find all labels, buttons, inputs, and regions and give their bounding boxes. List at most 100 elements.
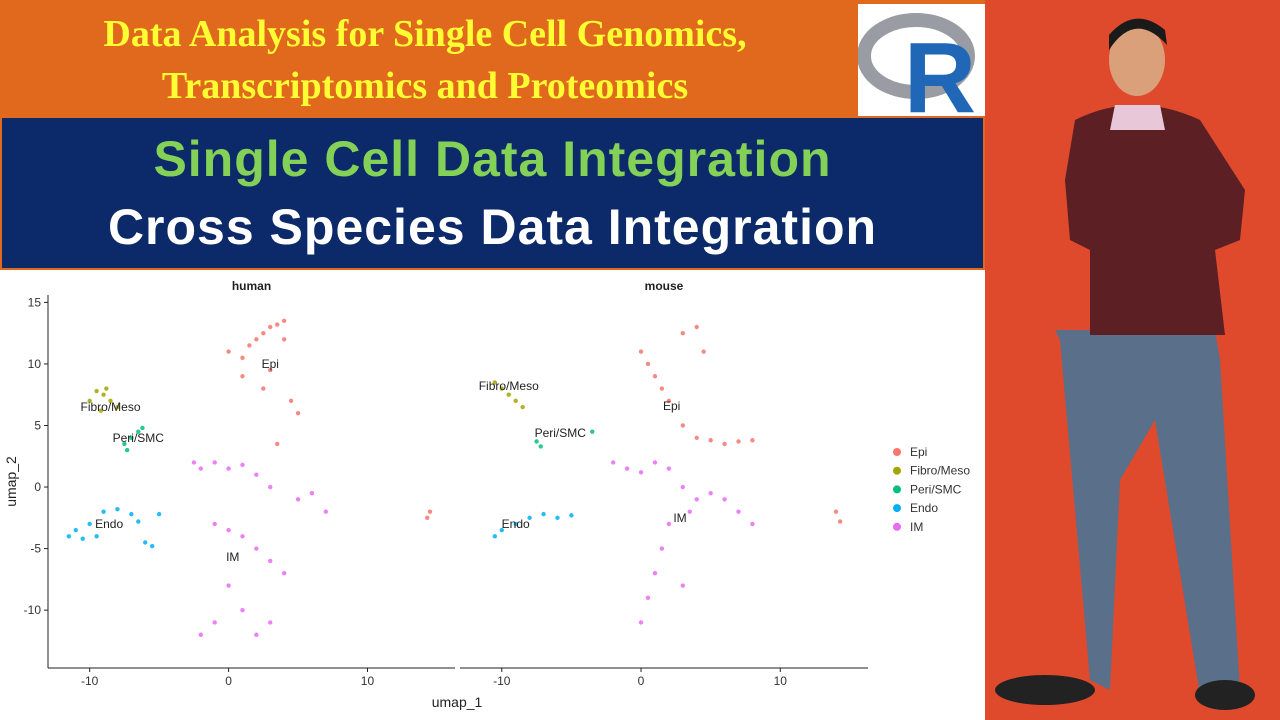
- cluster-label: Fibro/Meso: [80, 400, 140, 414]
- r-logo: R: [858, 4, 985, 116]
- cell-point: [680, 330, 685, 336]
- cell-point: [652, 374, 658, 379]
- cell-point: [254, 337, 259, 342]
- cell-point: [638, 470, 644, 475]
- cell-point: [538, 444, 543, 449]
- r-letter: R: [904, 22, 976, 116]
- legend-label: IM: [910, 520, 923, 534]
- cell-point: [261, 386, 266, 391]
- cell-point: [247, 343, 252, 348]
- cell-point: [666, 521, 672, 527]
- cell-point: [240, 355, 245, 360]
- cell-point: [136, 519, 141, 524]
- cell-point: [212, 460, 217, 465]
- cell-point: [66, 534, 72, 539]
- cell-point: [240, 534, 245, 539]
- cell-point: [750, 521, 755, 527]
- x-tick-label: -10: [493, 674, 511, 688]
- legend-swatch: [893, 522, 901, 531]
- cell-point: [701, 349, 706, 354]
- y-tick-label: 15: [28, 295, 42, 309]
- cell-point: [94, 534, 99, 539]
- banner-subtitle: Cross Species Data Integration: [107, 199, 878, 255]
- cell-point: [492, 534, 498, 539]
- legend-swatch: [893, 448, 901, 456]
- cell-point: [527, 515, 532, 521]
- cell-point: [122, 441, 127, 447]
- y-tick-label: -5: [30, 542, 41, 556]
- presenter: [995, 18, 1255, 710]
- cell-point: [659, 546, 665, 551]
- facet-title: human: [232, 279, 271, 293]
- cell-point: [136, 429, 141, 434]
- cell-point: [73, 527, 78, 533]
- cell-point: [254, 632, 259, 637]
- cell-point: [638, 349, 644, 354]
- x-tick-label: 0: [225, 674, 232, 688]
- cluster-label: IM: [673, 511, 686, 525]
- x-tick-label: 0: [638, 674, 645, 688]
- legend-swatch: [893, 504, 901, 513]
- cell-point: [226, 527, 231, 533]
- cell-point: [104, 386, 109, 391]
- cell-point: [98, 408, 103, 413]
- cell-point: [694, 324, 699, 330]
- cell-point: [506, 392, 511, 397]
- y-tick-label: 5: [34, 418, 41, 432]
- cell-point: [425, 515, 430, 521]
- x-tick-label: -10: [81, 674, 99, 688]
- facet-title: mouse: [645, 279, 684, 293]
- cell-point: [129, 435, 134, 440]
- cell-point: [240, 462, 245, 468]
- cell-point: [108, 398, 113, 404]
- cell-point: [708, 438, 713, 443]
- cell-point: [541, 511, 546, 517]
- cell-point: [212, 620, 217, 625]
- cell-point: [722, 441, 727, 447]
- cell-point: [254, 472, 259, 477]
- cell-point: [240, 607, 245, 613]
- cell-point: [722, 497, 727, 502]
- cell-point: [624, 466, 630, 471]
- cluster-label: Fibro/Meso: [479, 379, 539, 393]
- cell-point: [569, 513, 574, 518]
- cell-point: [274, 441, 280, 447]
- cell-point: [309, 490, 315, 496]
- cell-point: [534, 439, 539, 444]
- umap-chart: human -10 0 10 Epi Fibro/Meso Peri/SMC Endo IM mo…: [3, 279, 970, 710]
- cluster-label: Endo: [95, 517, 123, 531]
- cell-point: [513, 398, 518, 404]
- cell-point: [156, 511, 162, 517]
- cell-point: [198, 632, 203, 637]
- cell-point: [610, 460, 616, 465]
- header-title: Data Analysis for Single Cell Genomics,: [103, 13, 747, 55]
- cell-point: [680, 583, 685, 588]
- cell-point: [750, 438, 755, 443]
- cell-point: [149, 543, 155, 549]
- cell-point: [281, 571, 287, 576]
- cell-point: [652, 460, 658, 465]
- cell-point: [323, 509, 329, 514]
- cell-point: [652, 571, 658, 576]
- x-tick-label: 10: [361, 674, 375, 688]
- cell-point: [80, 536, 85, 541]
- cell-point: [427, 509, 433, 514]
- cluster-label: IM: [226, 550, 239, 564]
- cell-point: [638, 620, 644, 625]
- legend-swatch: [893, 466, 901, 475]
- cell-point: [645, 361, 651, 367]
- cell-point: [833, 509, 839, 514]
- cell-point: [268, 620, 273, 625]
- cell-point: [226, 466, 231, 471]
- cluster-label: Peri/SMC: [535, 426, 587, 440]
- cluster-label: Peri/SMC: [113, 431, 165, 445]
- x-axis-title: umap_1: [432, 694, 483, 710]
- cell-point: [708, 490, 713, 496]
- cell-point: [520, 404, 525, 410]
- cell-point: [240, 374, 245, 379]
- x-tick-label: 10: [774, 674, 788, 688]
- cluster-label: Epi: [262, 357, 279, 371]
- cell-point: [590, 429, 595, 434]
- cell-point: [198, 466, 203, 471]
